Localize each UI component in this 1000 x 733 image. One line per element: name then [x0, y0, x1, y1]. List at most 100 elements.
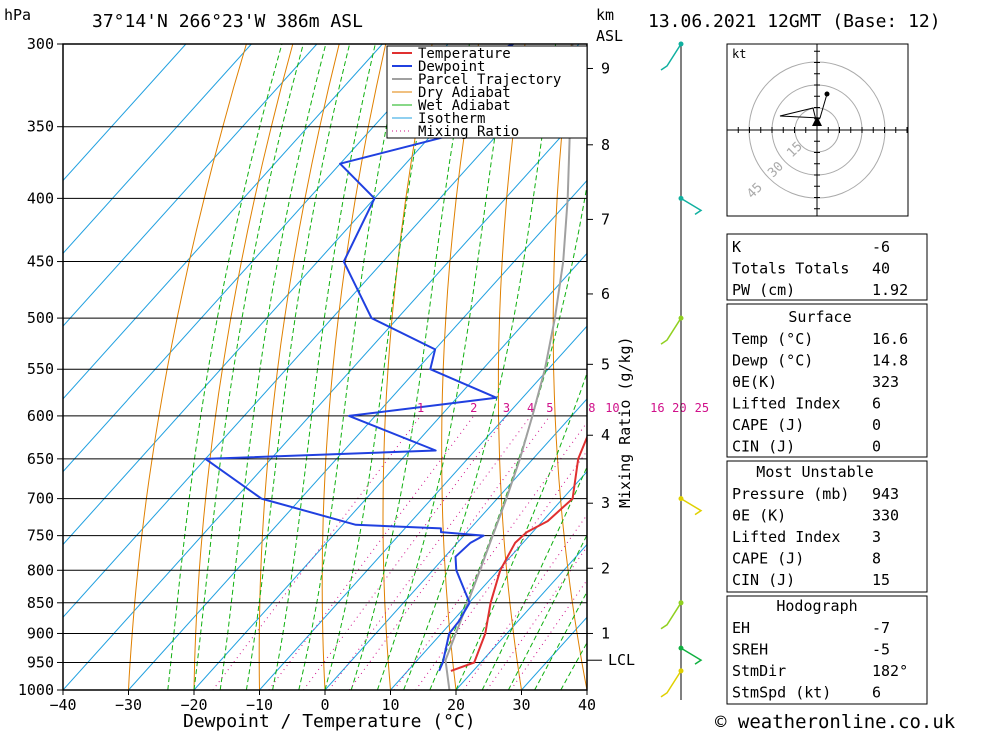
temp-label--30: −30: [115, 696, 142, 714]
height-km-axis: 1 2 3 4 5 6 7 8 9 LCL: [587, 59, 635, 669]
wet-adiabat-32: [534, 590, 587, 690]
mixing-ratio-line-20: [486, 545, 587, 690]
copyright-credit: © weatheronline.co.uk: [715, 711, 956, 733]
pressure-label-300: 300: [27, 35, 54, 53]
top-row-0-label: K: [732, 238, 741, 256]
mixing-ratio-line-16: [463, 514, 587, 690]
surface-row-2-label: θE(K): [732, 373, 777, 391]
km-label-3: 3: [601, 494, 610, 512]
hodograph-index-box: [726, 595, 928, 705]
legend-dewpoint: Dewpoint: [418, 59, 485, 75]
pressure-label-700: 700: [27, 490, 54, 508]
hodo-row-2-value: 182°: [872, 662, 908, 680]
surface-title: Surface: [788, 308, 851, 326]
mixing-ratio-labels: 1 2 3 4 5 8 10 16 20 25: [417, 401, 709, 415]
asl-axis-label: ASL: [596, 27, 623, 45]
temp-label--40: −40: [49, 696, 76, 714]
km-label-8: 8: [601, 136, 610, 154]
hodograph-unit: kt: [732, 47, 746, 61]
indices-top-box: [726, 233, 928, 301]
mixing-ratio-line-8: [393, 421, 587, 690]
pressure-label-400: 400: [27, 189, 54, 207]
wind-barb-700: [680, 497, 703, 516]
pressure-axis: 300 350 400 450 500 550 600 650 700 750 800 850 900 9…: [18, 35, 63, 699]
hodograph-top-point: [824, 91, 830, 97]
mu-row-2-value: 3: [872, 528, 881, 546]
dry-adiabat-60: [658, 44, 718, 690]
pressure-label-350: 350: [27, 118, 54, 136]
km-label-5: 5: [601, 355, 610, 373]
mixing-ratio-line-4: [328, 415, 532, 690]
hodo-row-2-label: StmDir: [732, 662, 786, 680]
surface-row-4-value: 0: [872, 416, 881, 434]
x-axis-title: Dewpoint / Temperature (°C): [183, 711, 476, 732]
isotherm--40: [63, 107, 587, 690]
temperature-profile-line: [450, 434, 587, 672]
isotherm--70: [63, 44, 449, 473]
wet-adiabat--20: [193, 44, 304, 690]
wet-adiabat-20: [455, 371, 587, 690]
mu-row-4-value: 15: [872, 571, 890, 589]
dry-adiabat-130: [989, 44, 1000, 690]
mu-row-2-label: Lifted Index: [732, 528, 840, 546]
temp-label-20: 20: [447, 696, 465, 714]
km-axis-label: km: [596, 6, 614, 24]
hodo-row-3-label: StmSpd (kt): [732, 684, 831, 702]
mixing-ratio-label-4: 4: [527, 401, 534, 415]
pressure-label-600: 600: [27, 407, 54, 425]
mixing-ratio-axis-title: Mixing Ratio (g/kg): [616, 336, 634, 508]
mixing-ratio-label-3: 3: [503, 401, 510, 415]
legend-mixing-ratio: Mixing Ratio: [418, 124, 519, 140]
mu-row-3-value: 8: [872, 550, 881, 568]
pressure-label-800: 800: [27, 561, 54, 579]
isotherm--100: [63, 44, 252, 255]
surface-row-1-label: Dewp (°C): [732, 352, 813, 370]
wind-barb-925: [680, 647, 703, 665]
mu-row-1-value: 330: [872, 507, 899, 525]
mu-row-0-value: 943: [872, 485, 899, 503]
pressure-label-950: 950: [27, 653, 54, 671]
mixing-ratio-label-25: 25: [695, 401, 709, 415]
pressure-label-850: 850: [27, 594, 54, 612]
top-row-0-value: -6: [872, 238, 890, 256]
pressure-label-500: 500: [27, 309, 54, 327]
isotherm--20: [193, 252, 587, 690]
surface-row-4-label: CAPE (J): [732, 416, 804, 434]
mixing-ratio-label-10: 10: [605, 401, 619, 415]
isotherm-20: [455, 543, 587, 690]
surface-box: [726, 303, 928, 458]
temp-label-30: 30: [512, 696, 530, 714]
temp-label--10: −10: [246, 696, 273, 714]
surface-row-3-value: 6: [872, 395, 881, 413]
mixing-ratio-label-16: 16: [650, 401, 664, 415]
mu-row-0-label: Pressure (mb): [732, 485, 849, 503]
pressure-label-650: 650: [27, 450, 54, 468]
legend: Temperature Dewpoint Parcel Trajectory D…: [386, 45, 588, 140]
wind-barb-850: [660, 602, 682, 630]
surface-row-0-value: 16.6: [872, 330, 908, 348]
lcl-label: LCL: [608, 651, 635, 669]
km-label-9: 9: [601, 59, 610, 77]
hodograph-box-title: Hodograph: [776, 597, 857, 615]
mixing-ratio-label-8: 8: [588, 401, 595, 415]
isotherm-10: [390, 470, 587, 690]
surface-row-1-value: 14.8: [872, 352, 908, 370]
temp-label-10: 10: [381, 696, 399, 714]
dry-adiabat-30: [497, 44, 526, 690]
surface-row-5-value: 0: [872, 438, 881, 456]
isotherm--50: [63, 44, 580, 618]
temp-label--20: −20: [180, 696, 207, 714]
isotherm-0: [324, 398, 587, 690]
surface-row-0-label: Temp (°C): [732, 330, 813, 348]
pressure-label-1000: 1000: [18, 681, 54, 699]
dry-adiabat-20: [441, 44, 479, 690]
most-unstable-box: [726, 460, 928, 593]
top-row-2-value: 1.92: [872, 281, 908, 299]
legend-dry-adiabat: Dry Adiabat: [418, 85, 511, 101]
legend-isotherm: Isotherm: [418, 111, 485, 127]
mixing-ratio-label-1: 1: [417, 401, 424, 415]
mixing-ratio-line-2: [268, 415, 475, 690]
sounding-profiles: [204, 44, 587, 690]
isotherm--90: [63, 44, 318, 327]
